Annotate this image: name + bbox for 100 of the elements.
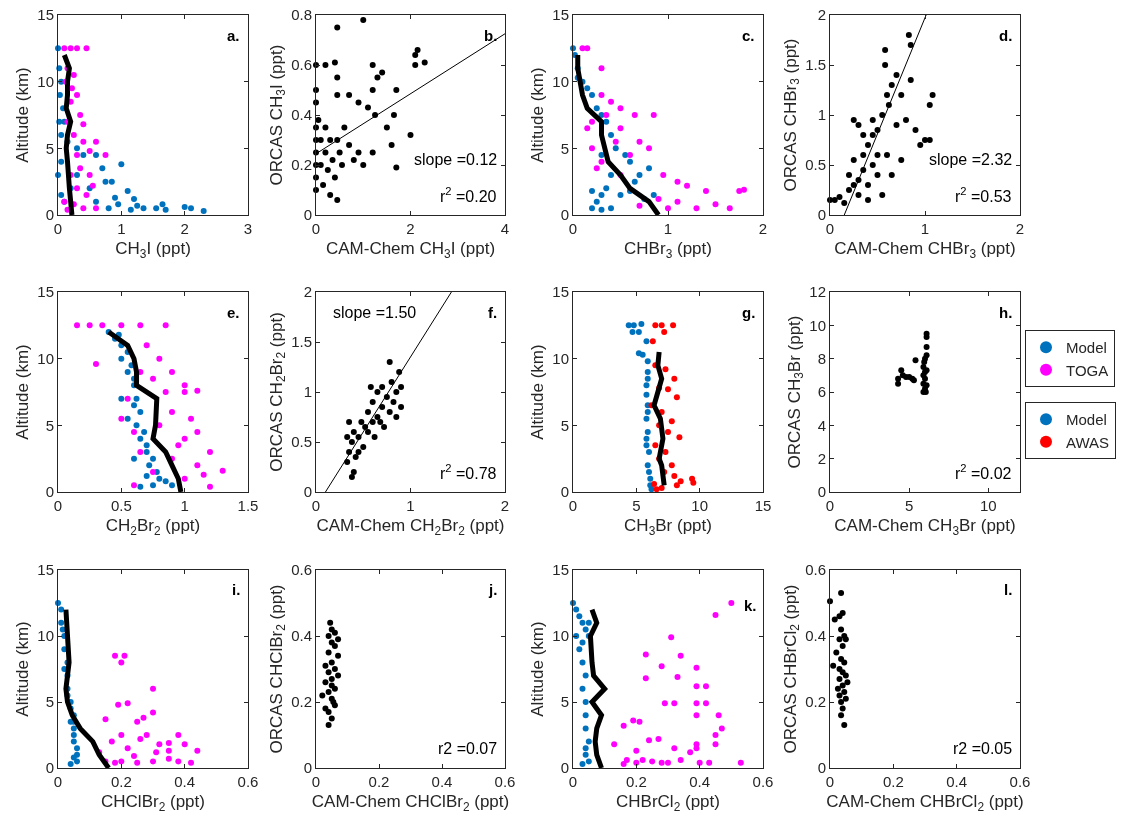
x-tick-label: 15 bbox=[754, 497, 772, 514]
x-tick-label: 1.5 bbox=[237, 497, 259, 514]
annotation: f. bbox=[488, 304, 498, 321]
y-tick-label: 1 bbox=[303, 383, 312, 401]
annotation: slope =1.50 bbox=[333, 304, 417, 321]
annotation: g. bbox=[742, 304, 756, 321]
annotation: r$^{2}$ =0.02 bbox=[955, 462, 1012, 482]
x-axis-title: CAM-Chem CHBrCl$_{2}$ (ppt) bbox=[826, 792, 1024, 814]
x-tick-label: 2 bbox=[406, 220, 415, 237]
x-axis-title: CH$_{2}$Br$_{2}$ (ppt) bbox=[105, 516, 201, 538]
x-tick-label: 10 bbox=[691, 497, 709, 514]
x-tick-label: 0.4 bbox=[174, 773, 196, 790]
y-tick-label: 0 bbox=[560, 759, 569, 777]
x-tick-label: 1 bbox=[920, 220, 930, 237]
x-tick-label: 0.4 bbox=[689, 773, 711, 790]
y-tick-label: 0.4 bbox=[291, 106, 312, 124]
annotation: r$^{2}$ =0.53 bbox=[955, 185, 1012, 205]
x-tick-label: 0.2 bbox=[882, 773, 904, 790]
y-tick-label: 0 bbox=[817, 206, 826, 224]
y-tick-label: 15 bbox=[552, 6, 569, 24]
y-tick-label: 0.2 bbox=[291, 693, 312, 711]
x-tick-label: 3 bbox=[243, 220, 253, 237]
annotation: d. bbox=[999, 27, 1013, 44]
y-axis-title: Altitude (km) bbox=[12, 621, 32, 717]
annotation: r2 =0.07 bbox=[438, 740, 498, 757]
x-tick-label: 2 bbox=[180, 220, 189, 237]
y-tick-label: 10 bbox=[552, 627, 569, 645]
annotation: e. bbox=[227, 304, 240, 321]
y-tick-label: 0 bbox=[45, 206, 54, 224]
y-tick-label: 0.8 bbox=[291, 6, 312, 24]
x-tick-label: 0.6 bbox=[494, 773, 516, 790]
y-tick-label: 0 bbox=[45, 483, 54, 501]
y-axis-title: Altitude (km) bbox=[12, 67, 32, 163]
y-tick-label: 5 bbox=[560, 693, 569, 711]
x-tick-label: 2 bbox=[1015, 220, 1025, 237]
y-tick-label: 8 bbox=[817, 349, 826, 367]
x-tick-label: 2 bbox=[758, 220, 768, 237]
x-axis-title: CAM-Chem CHClBr$_{2}$ (ppt) bbox=[311, 792, 510, 814]
x-tick-label: 5 bbox=[632, 497, 641, 514]
x-axis-title: CH$_{3}$I (ppt) bbox=[115, 239, 191, 261]
y-tick-label: 10 bbox=[552, 72, 569, 90]
x-axis-title: CAM-Chem CHBr$_{3}$ (ppt) bbox=[834, 239, 1016, 261]
y-tick-label: 2 bbox=[817, 6, 826, 24]
annotation: k. bbox=[744, 597, 757, 614]
legend-label: AWAS bbox=[1066, 433, 1110, 451]
legend-label: TOGA bbox=[1066, 361, 1109, 379]
y-tick-label: 2 bbox=[817, 449, 826, 467]
y-tick-label: 5 bbox=[45, 139, 54, 157]
annotation: c. bbox=[742, 27, 755, 44]
annotation: l. bbox=[1004, 581, 1013, 598]
y-tick-label: 0 bbox=[303, 483, 312, 501]
y-tick-label: 10 bbox=[37, 627, 54, 645]
x-tick-label: 0.2 bbox=[368, 773, 390, 790]
y-tick-label: 0.4 bbox=[291, 627, 312, 645]
y-tick-label: 1 bbox=[817, 106, 826, 124]
y-axis-title: Altitude (km) bbox=[527, 67, 547, 163]
annotation: i. bbox=[232, 581, 241, 598]
y-tick-label: 0 bbox=[303, 759, 312, 777]
y-tick-label: 6 bbox=[817, 383, 826, 401]
x-tick-label: 1 bbox=[180, 497, 189, 514]
x-tick-label: 0.5 bbox=[110, 497, 132, 514]
annotation: r2 =0.05 bbox=[953, 740, 1013, 757]
annotation: slope =0.12 bbox=[414, 151, 498, 168]
x-tick-label: 4 bbox=[500, 220, 510, 237]
legend-label: Model bbox=[1066, 339, 1107, 357]
y-tick-label: 4 bbox=[817, 416, 826, 434]
x-tick-label: 1 bbox=[663, 220, 673, 237]
annotation: j. bbox=[488, 581, 498, 598]
x-tick-label: 0.2 bbox=[110, 773, 132, 790]
y-tick-label: 0.5 bbox=[291, 433, 312, 451]
y-tick-label: 12 bbox=[809, 283, 826, 301]
y-tick-label: 0 bbox=[45, 759, 54, 777]
y-tick-label: 15 bbox=[37, 561, 54, 579]
y-tick-label: 10 bbox=[552, 349, 569, 367]
y-tick-label: 0.6 bbox=[291, 561, 312, 579]
y-tick-label: 1.5 bbox=[291, 333, 312, 351]
x-tick-label: 1 bbox=[117, 220, 126, 237]
y-tick-label: 0.2 bbox=[805, 693, 826, 711]
y-tick-label: 5 bbox=[45, 416, 54, 434]
x-tick-label: 0.4 bbox=[946, 773, 968, 790]
y-axis-title: Altitude (km) bbox=[527, 344, 547, 440]
y-tick-label: 15 bbox=[552, 283, 569, 301]
y-tick-label: 0.5 bbox=[805, 156, 826, 174]
annotation: slope =2.32 bbox=[929, 151, 1013, 168]
x-tick-label: 0.2 bbox=[625, 773, 647, 790]
y-axis-title: Altitude (km) bbox=[12, 344, 32, 440]
x-axis-title: CH$_{3}$Br (ppt) bbox=[624, 516, 712, 538]
y-tick-label: 10 bbox=[809, 316, 826, 334]
x-axis-title: CHClBr$_{2}$ (ppt) bbox=[101, 792, 205, 814]
x-tick-label: 0.6 bbox=[1009, 773, 1031, 790]
annotation: b. bbox=[484, 27, 498, 44]
y-tick-label: 1.5 bbox=[805, 56, 826, 74]
x-tick-label: 5 bbox=[905, 497, 914, 514]
annotation: h. bbox=[999, 304, 1013, 321]
y-tick-label: 0 bbox=[560, 483, 569, 501]
y-tick-label: 0.2 bbox=[291, 156, 312, 174]
x-axis-title: CHBrCl$_{2}$ (ppt) bbox=[616, 792, 720, 814]
annotation: r$^{2}$ =0.78 bbox=[440, 462, 497, 482]
x-tick-label: 0.4 bbox=[431, 773, 453, 790]
y-tick-label: 5 bbox=[560, 139, 569, 157]
